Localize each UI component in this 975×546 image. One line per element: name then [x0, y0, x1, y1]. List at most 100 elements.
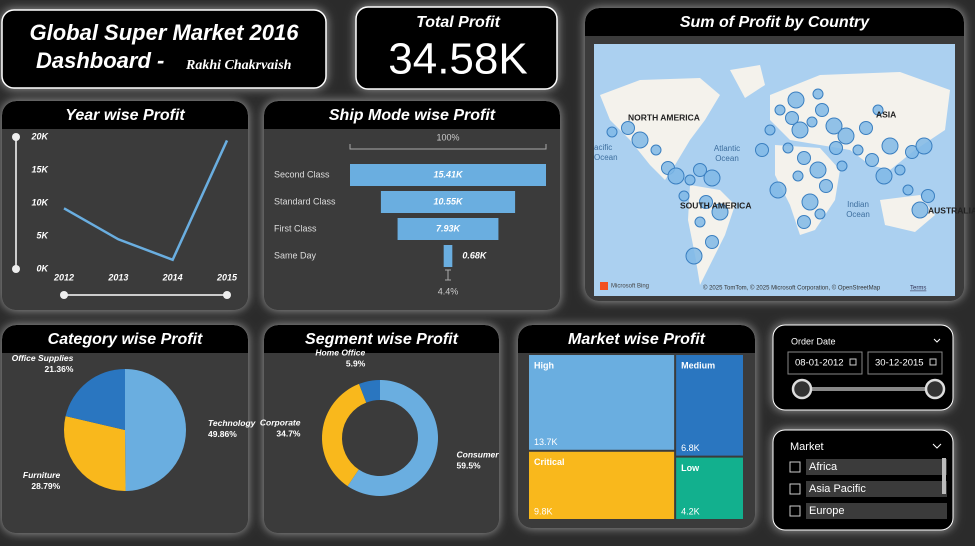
- map-bubble: [678, 190, 690, 202]
- map-bubble: [797, 215, 811, 229]
- tile-value: 4.2K: [681, 506, 700, 516]
- map-bubble: [787, 91, 805, 109]
- map-credit: Microsoft Bing: [611, 284, 649, 290]
- x-tick-label: 2013: [107, 272, 128, 282]
- tile-label: Medium: [681, 360, 715, 370]
- map-bubble: [650, 144, 662, 156]
- option-bg: [806, 503, 947, 519]
- map-bubble: [894, 164, 906, 176]
- map-bubble: [852, 144, 864, 156]
- slice: [359, 380, 380, 403]
- chevron: [933, 338, 941, 343]
- slice: [65, 369, 125, 430]
- map-bubble: [915, 137, 933, 155]
- bracket: [445, 269, 451, 281]
- card-title: Market wise Profit: [568, 331, 706, 348]
- category-label: Second Class: [274, 169, 330, 179]
- treemap-tile: [529, 355, 675, 450]
- slice-value: 49.86%: [208, 429, 237, 439]
- map-label: Ocean: [594, 153, 618, 162]
- treemap-tile: [529, 451, 675, 519]
- continent: [600, 78, 720, 180]
- value-label: 10.55K: [433, 196, 464, 206]
- map-label: acific: [594, 143, 612, 152]
- header-card: [1, 9, 327, 89]
- header-title: Global Super Market 2016: [30, 20, 300, 45]
- slice-label: Technology: [208, 418, 257, 428]
- map-bubble: [711, 203, 729, 221]
- kpi-value: 34.58K: [388, 35, 527, 84]
- slice-value: 34.7%: [276, 428, 301, 438]
- checkbox[interactable]: [789, 505, 801, 517]
- card-title: Segment wise Profit: [305, 331, 459, 348]
- map-label: SOUTH AMERICA: [680, 200, 751, 210]
- y-tick-label: 0K: [36, 263, 49, 273]
- bing-logo: [600, 282, 608, 290]
- map-bubble: [703, 169, 721, 187]
- map-bubble: [797, 151, 811, 165]
- y-tick-label: 15K: [31, 164, 49, 174]
- checkbox[interactable]: [789, 483, 801, 495]
- slicer-label: Market: [790, 441, 824, 453]
- tile-label: Low: [681, 463, 700, 473]
- card-body: [264, 353, 499, 367]
- date-input[interactable]: [787, 351, 863, 375]
- slice-value: 5.9%: [346, 359, 366, 369]
- map-bubble: [782, 142, 794, 154]
- slider-handle: [223, 291, 231, 299]
- map-bubble: [699, 195, 713, 209]
- slider-handle: [12, 265, 20, 273]
- y-tick-label: 10K: [31, 197, 49, 207]
- annotation: 100%: [436, 132, 459, 142]
- date-value: 08-01-2012: [795, 358, 844, 369]
- map-bubble: [693, 163, 707, 177]
- card-body: [2, 129, 248, 310]
- category-label: Same Day: [274, 250, 317, 260]
- tile-value: 6.8K: [681, 443, 700, 453]
- slider-handle[interactable]: [924, 378, 946, 400]
- header-author: Rakhi Chakrvaish: [185, 58, 292, 73]
- y-tick-label: 20K: [30, 131, 49, 141]
- map-bubble: [814, 208, 826, 220]
- map: [594, 44, 955, 296]
- x-tick-label: 2015: [216, 272, 238, 282]
- map-bubble: [684, 174, 696, 186]
- checkbox[interactable]: [789, 461, 801, 473]
- slice-label: Home Office: [315, 348, 365, 358]
- slice: [321, 383, 367, 487]
- option-label: Asia Pacific: [809, 483, 866, 495]
- slice-label: Corporate: [260, 417, 301, 427]
- map-label: NORTH AMERICA: [628, 112, 700, 122]
- date-input[interactable]: [867, 351, 943, 375]
- map-bubble: [792, 170, 804, 182]
- map-credit: Terms: [910, 286, 926, 292]
- map-bubble: [859, 121, 873, 135]
- slice-label: Office Supplies: [12, 353, 74, 363]
- map-bubble: [921, 189, 935, 203]
- map-bubble: [836, 160, 848, 172]
- kpi-card: [355, 6, 558, 90]
- map-bubble: [705, 235, 719, 249]
- value-label: 7.93K: [436, 223, 462, 233]
- slice-value: 59.5%: [457, 461, 482, 471]
- map-bubble: [911, 201, 929, 219]
- map-bubble: [694, 216, 706, 228]
- funnel-bar: [397, 218, 499, 240]
- header-subtitle: Dashboard -: [36, 48, 164, 73]
- map-bubble: [875, 167, 893, 185]
- tile-label: Critical: [534, 457, 565, 467]
- map-bubble: [825, 117, 843, 135]
- card-body: [2, 129, 248, 143]
- card-body: [264, 129, 560, 143]
- calendar-icon: [929, 358, 937, 366]
- bracket: [349, 144, 547, 150]
- funnel-bar: [443, 245, 453, 267]
- map-bubble: [881, 137, 899, 155]
- card-title: Sum of Profit by Country: [680, 14, 870, 31]
- map-bubble: [815, 103, 829, 117]
- date-value: 30-12-2015: [875, 358, 924, 369]
- slider-handle[interactable]: [791, 378, 813, 400]
- slice-value: 21.36%: [45, 364, 74, 374]
- value-label: 15.41K: [433, 169, 464, 179]
